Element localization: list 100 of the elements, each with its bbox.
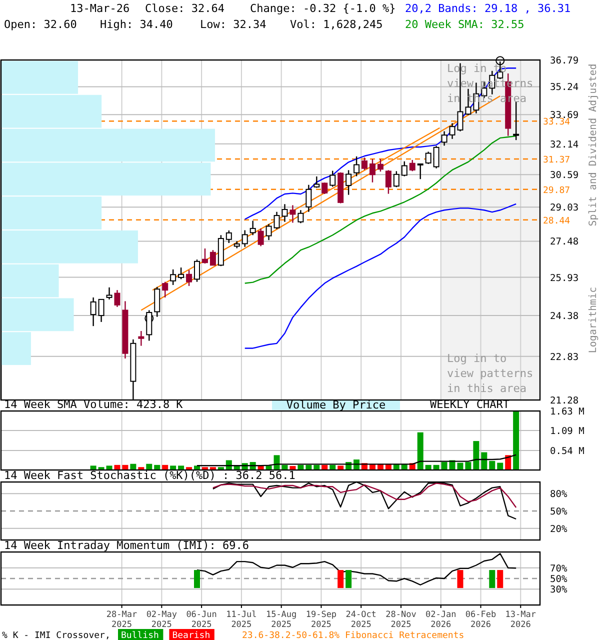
bar (513, 411, 520, 470)
candlestick (346, 170, 352, 196)
bar (106, 466, 112, 470)
candlestick (433, 145, 440, 169)
ref-line-label: 28.44 (543, 216, 570, 226)
x-tick-label: 15-Aug 2025 (266, 610, 297, 630)
y-tick-label: 24.38 (550, 311, 579, 322)
candlestick (98, 298, 104, 323)
y-tick-label: 30% (550, 584, 568, 596)
ref-line-label: 29.87 (543, 186, 570, 196)
y-tick-label: 1.63 M (550, 406, 585, 418)
text: 20 Week SMA: 32.55 (405, 18, 524, 31)
x-tick-label: 02-Jan 2026 (426, 610, 456, 630)
text: 13-Mar-26 (70, 2, 130, 15)
y-tick-label: 36.79 (550, 56, 579, 66)
line-series (196, 454, 517, 466)
line-series (212, 482, 517, 508)
text: Low: 32.34 (200, 18, 267, 31)
bar (441, 462, 448, 470)
bar (90, 466, 96, 470)
x-tick-label: 24-Oct 2025 (346, 610, 376, 630)
text: Logarithmic (588, 286, 599, 354)
candlestick (513, 101, 520, 141)
candlestick (250, 220, 256, 236)
bar (178, 466, 184, 470)
y-tick-label: 25.93 (550, 272, 579, 284)
candlestick (114, 289, 120, 308)
text: Close: 32.64 (145, 2, 225, 15)
y-tick-label: 20% (550, 524, 568, 535)
y-tick-label: 50% (550, 506, 568, 518)
candlestick (377, 158, 384, 172)
candlestick (178, 266, 184, 280)
y-tick-label: 29.03 (550, 202, 579, 214)
y-tick-label: 1.09 M (550, 426, 585, 438)
y-tick-label: 32.14 (550, 139, 579, 150)
ref-line-label: 33.34 (543, 118, 570, 128)
candlestick (226, 230, 232, 244)
ref-line-label: 31.37 (543, 155, 570, 166)
text: Open: 32.60 (4, 18, 77, 31)
bar (473, 441, 480, 470)
chart-title: 14 Week Fast Stochastic (%K)(%D) : 36.2 56.1 (4, 469, 296, 482)
candlestick (354, 156, 360, 177)
candlestick (385, 170, 392, 194)
x-tick-label: 28-Nov 2025 (386, 610, 416, 630)
candlestick (306, 184, 312, 212)
text: 20,2 Bands: 29.18 , 36.31 (405, 2, 571, 15)
x-tick-label: 19-Sep 2025 (306, 610, 337, 630)
candlestick (369, 158, 376, 183)
text: High: 34.40 (100, 18, 173, 31)
candlestick (417, 163, 424, 180)
candlestick (330, 170, 336, 188)
candlestick (258, 228, 264, 247)
candlestick (425, 151, 432, 165)
bar (505, 455, 512, 470)
bar (170, 466, 176, 470)
candlestick (298, 210, 304, 224)
y-tick-label: 30.59 (550, 170, 579, 182)
y-tick-label: 35.24 (550, 82, 579, 94)
text: Bearish (172, 631, 210, 640)
x-tick-label: 28-Mar 2025 (106, 610, 138, 630)
annotation: Log in to view patterns in this area (447, 352, 534, 395)
candlestick (90, 296, 96, 327)
candlestick (186, 270, 192, 287)
candlestick (266, 223, 272, 241)
candlestick (242, 230, 248, 248)
candlestick (322, 182, 328, 195)
x-tick-label: 06-Jun 2025 (186, 610, 217, 630)
y-tick-label: 22.83 (550, 352, 579, 363)
candlestick (162, 281, 168, 298)
bar (481, 452, 488, 470)
candlestick (146, 310, 152, 342)
bar (465, 462, 472, 470)
candlestick (202, 248, 208, 264)
candlestick (170, 268, 176, 286)
text: 23.6-38.2-50-61.8% Fibonacci Retracements (242, 631, 464, 640)
bar (338, 466, 344, 470)
candlestick (210, 249, 216, 266)
x-tick-label: 11-Jul 2025 (226, 610, 257, 630)
text: Bullish (121, 631, 159, 640)
candlestick (194, 258, 200, 282)
x-tick-label: 13-Mar 2026 (505, 610, 536, 630)
y-tick-label: 21.28 (550, 396, 579, 406)
y-tick-label: 50% (550, 574, 568, 585)
x-tick-label: 02-May 2025 (146, 610, 178, 630)
candlestick (393, 170, 400, 188)
y-axis-title: Split and Dividend Adjusted (588, 64, 599, 226)
candlestick (138, 330, 144, 346)
candlestick (362, 156, 368, 171)
bar (417, 432, 424, 470)
bar (489, 460, 496, 470)
candlestick (409, 159, 416, 172)
y-tick-label: 27.48 (550, 236, 579, 248)
candlestick (106, 286, 112, 300)
bar (497, 462, 504, 470)
candlestick (441, 130, 448, 146)
line-series (244, 203, 517, 349)
annotation: Volume By Price (286, 398, 386, 412)
candlestick (290, 204, 296, 224)
chart-title: 14 Week Intraday Momentum (IMI): 69.6 (4, 539, 250, 552)
candlestick (154, 286, 160, 318)
